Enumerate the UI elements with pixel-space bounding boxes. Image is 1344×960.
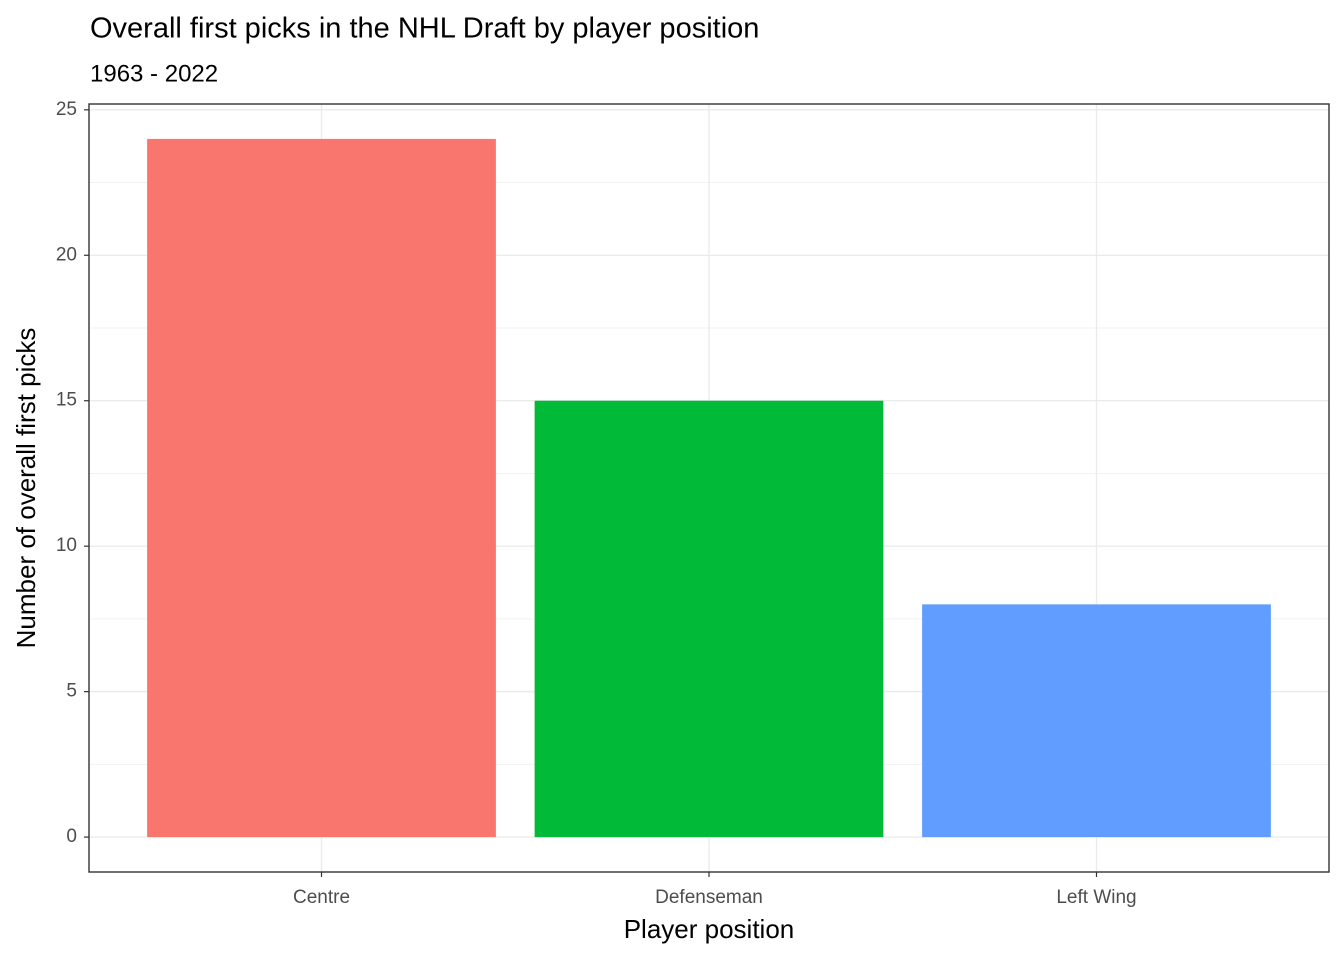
bar xyxy=(922,604,1271,838)
y-tick-label: 0 xyxy=(66,826,77,847)
bar xyxy=(534,400,884,838)
bar xyxy=(147,138,496,838)
y-tick-label: 10 xyxy=(56,535,77,556)
x-axis-label: Player position xyxy=(624,914,795,944)
x-tick-label: Left Wing xyxy=(1056,887,1136,908)
y-tick-label: 20 xyxy=(56,244,77,265)
y-tick-label: 25 xyxy=(56,99,77,120)
x-tick-label: Centre xyxy=(293,887,350,908)
y-tick-label: 5 xyxy=(66,681,77,702)
chart-subtitle: 1963 - 2022 xyxy=(90,60,218,87)
chart-title: Overall first picks in the NHL Draft by … xyxy=(90,13,759,45)
y-tick-label: 15 xyxy=(56,390,77,411)
panel-border xyxy=(88,103,1330,873)
x-tick-label: Defenseman xyxy=(655,887,763,908)
y-axis-label: Number of overall first picks xyxy=(11,328,41,649)
